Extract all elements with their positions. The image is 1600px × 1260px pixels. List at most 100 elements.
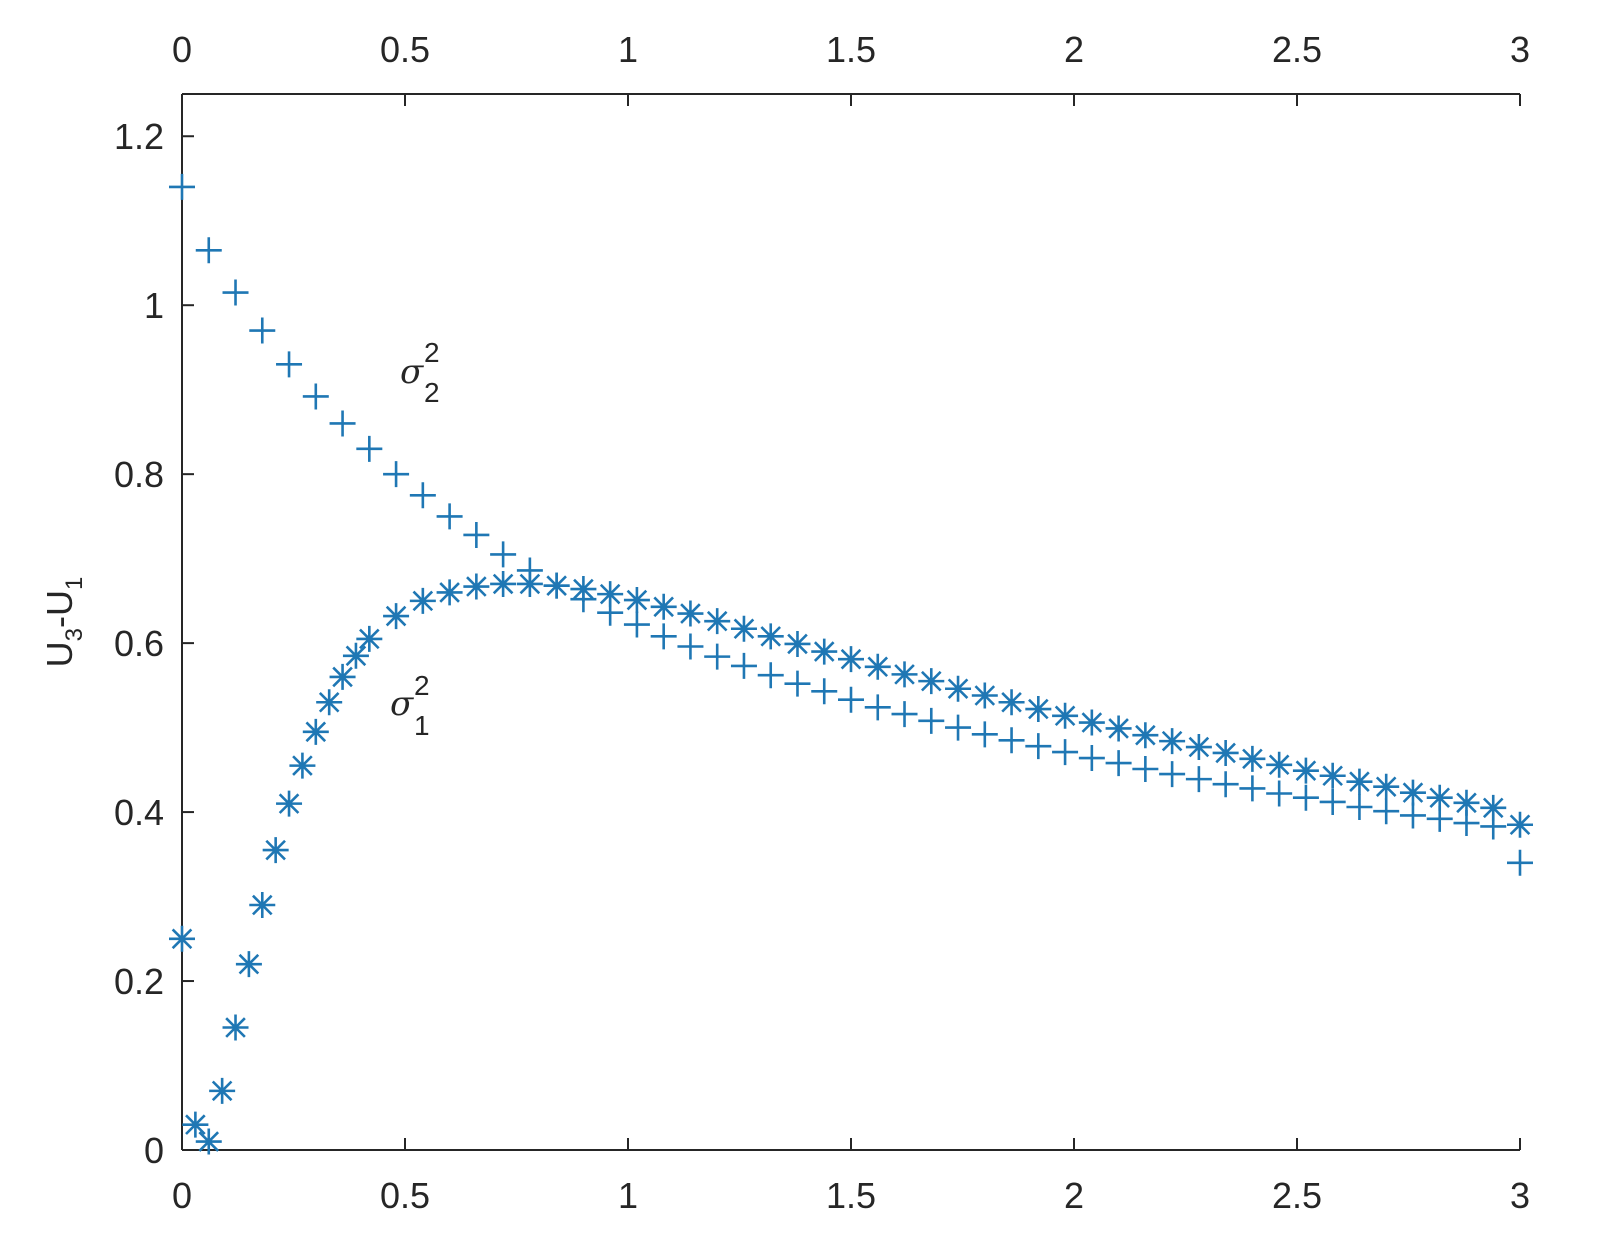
- data-point: [864, 653, 891, 680]
- data-point: [409, 482, 436, 509]
- data-point: [1373, 798, 1400, 825]
- annotation-sigma2-symbol: σ: [400, 352, 424, 392]
- data-point: [289, 752, 316, 779]
- data-point: [784, 670, 811, 697]
- data-point: [1292, 757, 1319, 784]
- data-point: [677, 633, 704, 660]
- x-tick-label-top: 3: [1510, 29, 1530, 70]
- annotation-sigma1-sub: 1: [414, 710, 430, 741]
- data-point: [945, 675, 972, 702]
- data-point: [998, 689, 1025, 716]
- data-point: [730, 615, 757, 642]
- annotation-sigma2: σ 2 2: [400, 337, 440, 408]
- data-point: [409, 587, 436, 614]
- data-point: [1078, 745, 1105, 772]
- data-point: [838, 646, 864, 673]
- data-point: [811, 678, 838, 705]
- y-axis-title-text: U3-U1: [39, 577, 88, 668]
- data-point: [650, 623, 677, 650]
- data-point: [891, 701, 918, 728]
- data-point: [195, 237, 222, 264]
- data-point: [1078, 709, 1105, 736]
- data-point: [262, 837, 289, 864]
- data-point: [543, 572, 570, 599]
- data-point: [1319, 762, 1346, 789]
- data-point: [490, 570, 517, 597]
- data-point: [971, 682, 998, 709]
- data-point: [1266, 751, 1293, 778]
- data-point: [1346, 794, 1373, 821]
- data-point: [1507, 849, 1533, 876]
- data-point: [1346, 768, 1373, 795]
- data-point: [276, 351, 303, 378]
- data-point: [302, 383, 329, 410]
- data-point: [1480, 794, 1507, 821]
- data-point: [1185, 734, 1212, 761]
- data-point: [1212, 739, 1239, 766]
- data-point: [383, 603, 410, 630]
- data-point: [276, 790, 303, 817]
- data-point: [356, 625, 383, 652]
- data-point: [1105, 715, 1132, 742]
- data-point: [704, 608, 731, 635]
- data-point: [342, 642, 369, 669]
- data-point: [249, 317, 276, 344]
- data-point: [945, 714, 972, 741]
- data-point: [463, 521, 490, 548]
- data-point: [195, 1128, 222, 1155]
- series-layer: [169, 173, 1533, 1155]
- data-point: [623, 587, 650, 614]
- plot-frame: [181, 93, 1520, 1151]
- y-tick-label: 0.2: [114, 961, 164, 1002]
- data-point: [516, 570, 543, 597]
- data-point: [329, 663, 356, 690]
- data-point: [463, 573, 490, 600]
- data-point: [1159, 761, 1186, 788]
- data-point: [1159, 728, 1186, 755]
- data-point: [1507, 811, 1533, 838]
- data-point: [1292, 784, 1319, 811]
- x-axis-top: 0 0.5 1 1.5 2 2.5 3: [172, 29, 1530, 106]
- data-point: [1105, 750, 1132, 777]
- data-point: [971, 721, 998, 748]
- data-point: [329, 410, 356, 437]
- y-tick-label: 0.8: [114, 454, 164, 495]
- data-point: [1132, 722, 1159, 749]
- y-tick-label: 1: [144, 285, 164, 326]
- data-point: [1025, 696, 1052, 723]
- annotation-sigma2-sup: 2: [424, 337, 440, 368]
- y-tick-label: 0.4: [114, 792, 164, 833]
- data-point: [222, 279, 249, 306]
- data-point: [222, 1014, 249, 1041]
- data-point: [1453, 789, 1480, 816]
- data-point: [1052, 702, 1079, 729]
- data-point: [1399, 779, 1426, 806]
- x-tick-label-bottom: 2: [1064, 1175, 1084, 1216]
- y-tick-label: 1.2: [114, 116, 164, 157]
- data-point: [1052, 739, 1079, 766]
- x-tick-label-bottom: 0.5: [380, 1175, 430, 1216]
- x-tick-label-bottom: 0: [172, 1175, 192, 1216]
- x-tick-label-top: 2: [1064, 29, 1084, 70]
- data-point: [490, 541, 517, 568]
- data-point: [302, 718, 329, 745]
- x-tick-label-top: 0.5: [380, 29, 430, 70]
- data-point: [597, 581, 624, 608]
- data-point: [169, 925, 195, 952]
- data-point: [623, 611, 650, 638]
- data-point: [757, 623, 784, 650]
- data-point: [1266, 780, 1293, 807]
- annotation-sigma1-sup: 2: [414, 670, 430, 701]
- data-point: [891, 661, 918, 688]
- x-tick-label-bottom: 1: [618, 1175, 638, 1216]
- y-axis: 0 0.2 0.4 0.6 0.8 1 1.2: [114, 116, 194, 1171]
- x-axis-bottom: 0 0.5 1 1.5 2 2.5 3: [172, 1138, 1530, 1216]
- series-2: [169, 570, 1533, 1155]
- data-point: [1319, 788, 1346, 815]
- data-point: [704, 643, 731, 670]
- data-point: [757, 662, 784, 689]
- x-tick-label-top: 1.5: [826, 29, 876, 70]
- data-point: [1185, 766, 1212, 793]
- x-tick-label-bottom: 1.5: [826, 1175, 876, 1216]
